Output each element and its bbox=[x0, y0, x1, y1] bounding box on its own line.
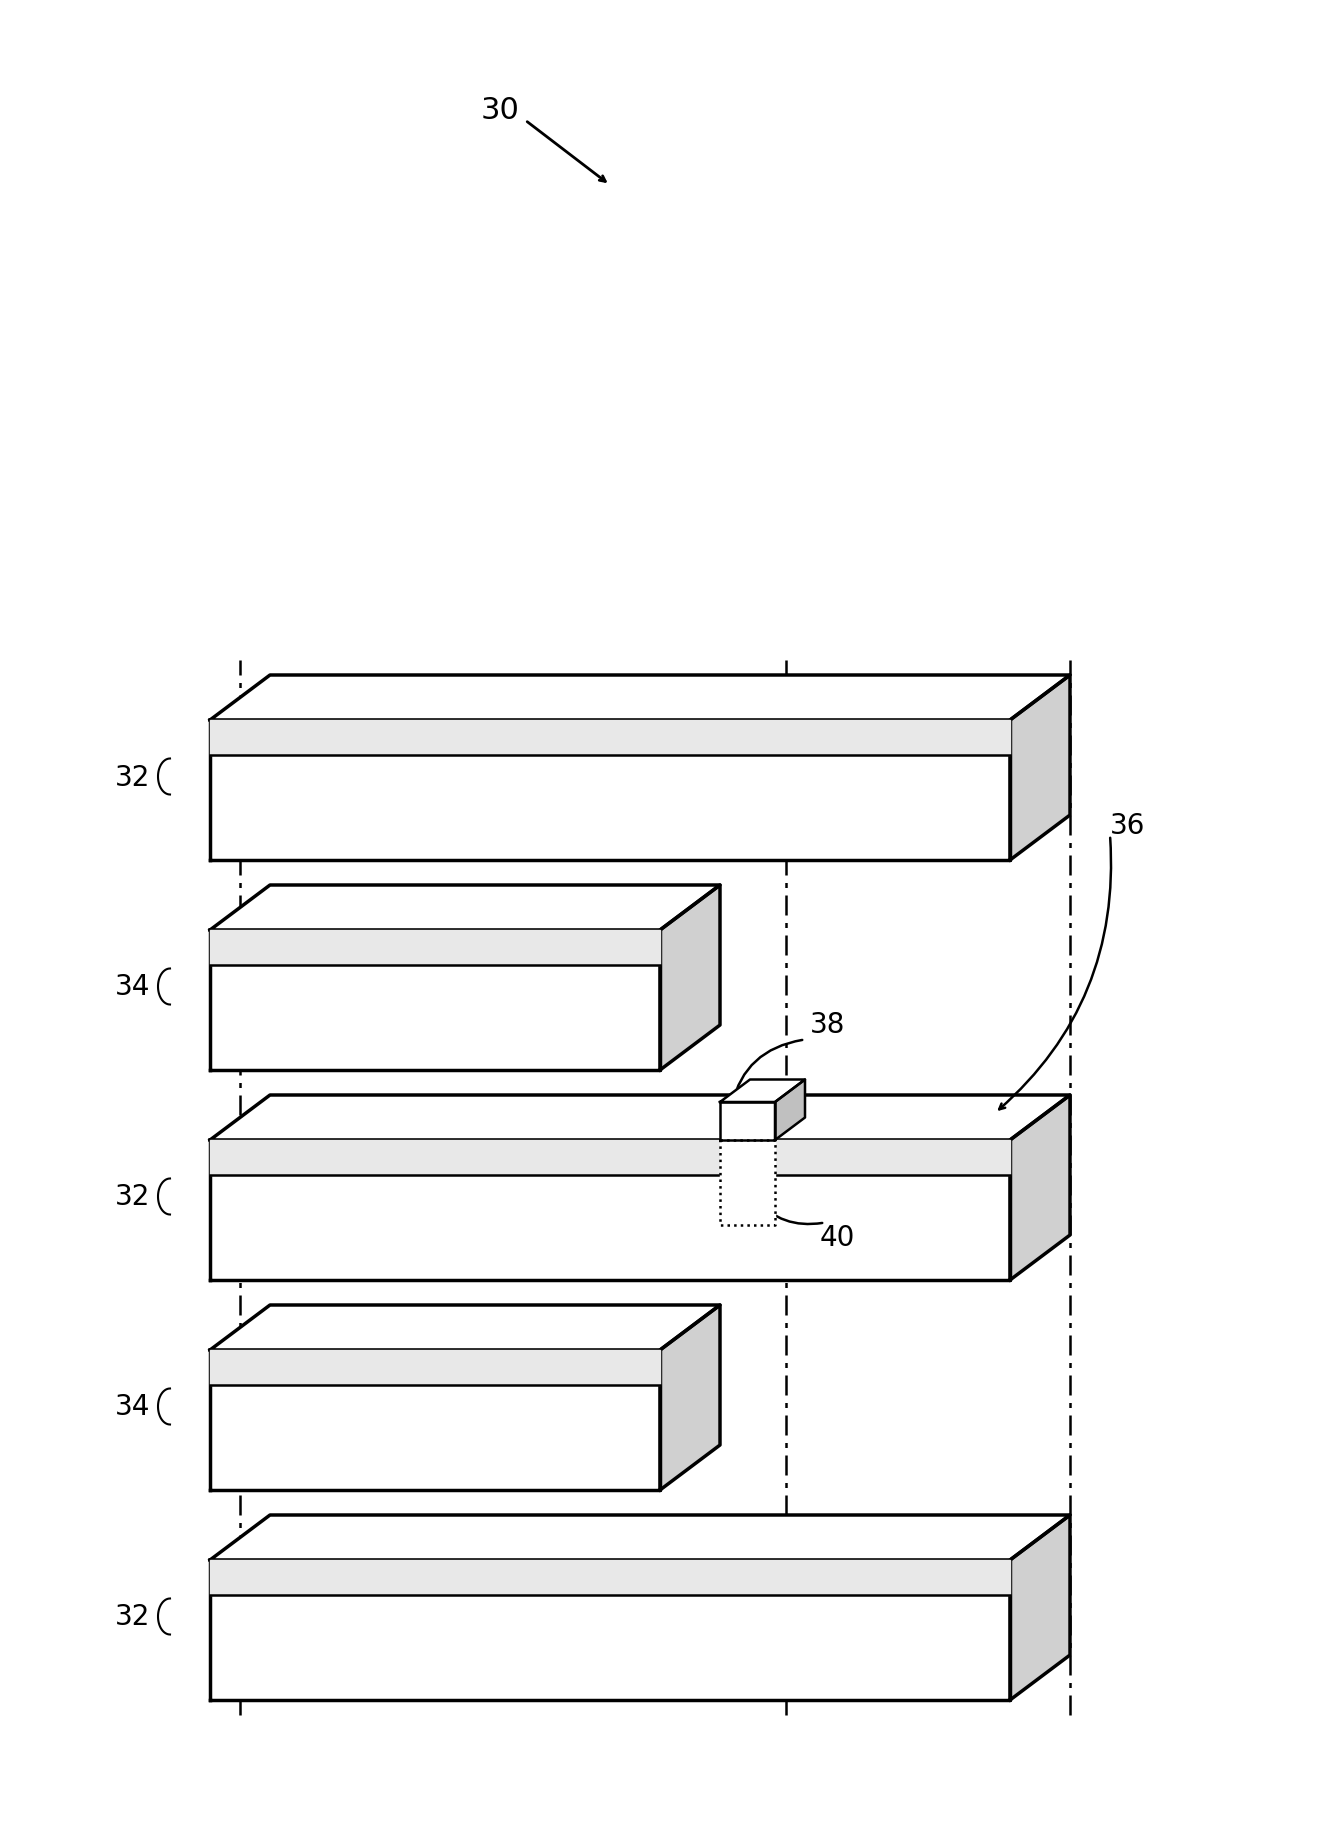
Polygon shape bbox=[720, 1140, 775, 1226]
Polygon shape bbox=[210, 1351, 660, 1490]
Polygon shape bbox=[1009, 1515, 1070, 1700]
Polygon shape bbox=[210, 675, 1070, 721]
Polygon shape bbox=[210, 1561, 1009, 1700]
Polygon shape bbox=[210, 1096, 1070, 1140]
Text: 30: 30 bbox=[480, 97, 520, 126]
Polygon shape bbox=[210, 1305, 720, 1351]
Text: 38: 38 bbox=[810, 1010, 845, 1039]
Polygon shape bbox=[720, 1080, 804, 1102]
Polygon shape bbox=[660, 1305, 720, 1490]
Polygon shape bbox=[210, 1351, 660, 1385]
Text: 34: 34 bbox=[115, 1393, 149, 1420]
Text: 32: 32 bbox=[115, 1182, 149, 1211]
Polygon shape bbox=[1009, 675, 1070, 860]
Polygon shape bbox=[210, 721, 1009, 860]
Polygon shape bbox=[1009, 1096, 1070, 1281]
Polygon shape bbox=[210, 930, 660, 1071]
Polygon shape bbox=[720, 1102, 775, 1140]
Polygon shape bbox=[210, 886, 720, 930]
Text: 32: 32 bbox=[115, 1603, 149, 1631]
Text: 40: 40 bbox=[820, 1224, 856, 1252]
Polygon shape bbox=[210, 930, 660, 966]
Text: 36: 36 bbox=[1110, 811, 1146, 840]
Polygon shape bbox=[775, 1080, 804, 1140]
Text: 32: 32 bbox=[115, 763, 149, 791]
Polygon shape bbox=[210, 721, 1009, 756]
Polygon shape bbox=[210, 1515, 1070, 1561]
Polygon shape bbox=[210, 1140, 1009, 1281]
Polygon shape bbox=[210, 1561, 1009, 1596]
Polygon shape bbox=[210, 1140, 1009, 1175]
Polygon shape bbox=[660, 886, 720, 1071]
Text: 34: 34 bbox=[115, 974, 149, 1001]
